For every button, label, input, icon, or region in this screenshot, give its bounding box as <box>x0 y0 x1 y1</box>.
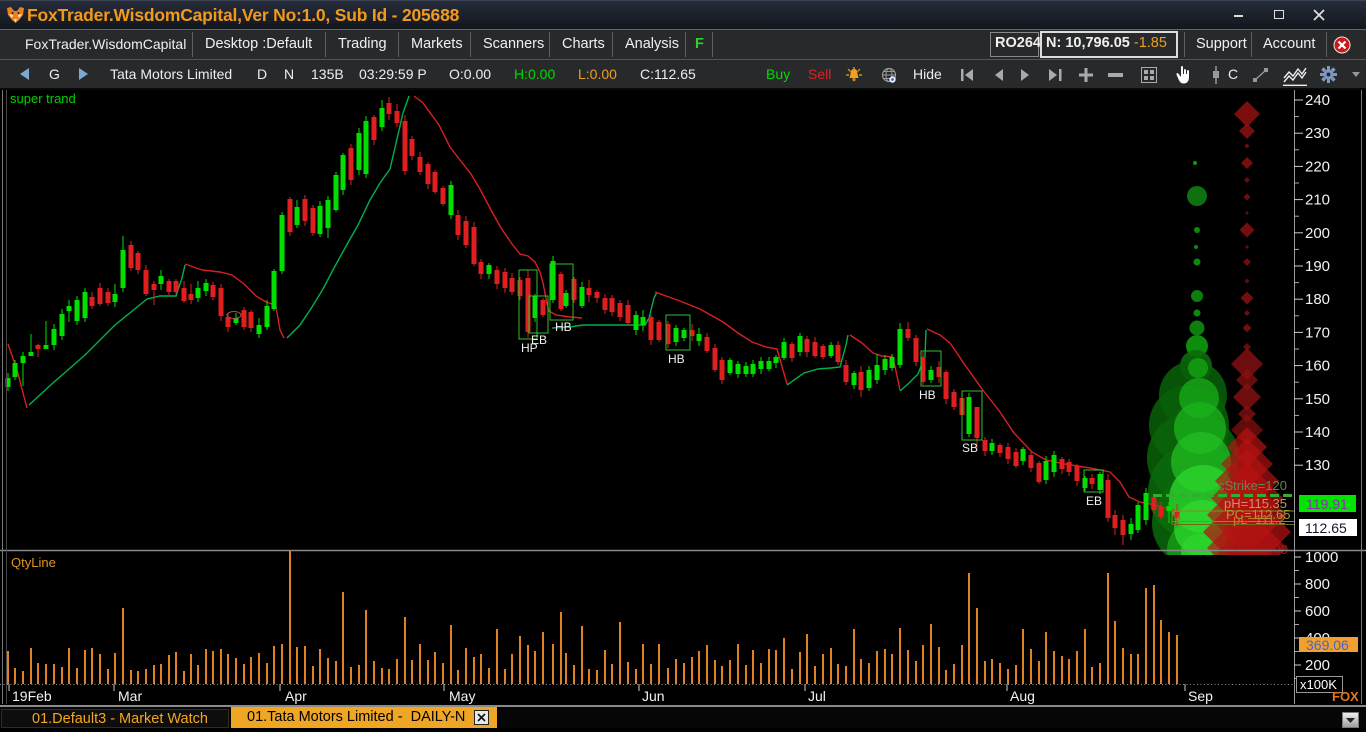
svg-text:super trand: super trand <box>10 91 76 106</box>
svg-text:Apr: Apr <box>285 688 307 704</box>
svg-text:HB: HB <box>919 388 936 402</box>
svg-text:pH=115.35: pH=115.35 <box>1224 496 1287 511</box>
svg-text:369.06: 369.06 <box>1306 637 1349 653</box>
svg-text:QtyLine: QtyLine <box>11 555 56 570</box>
svg-text:Jul: Jul <box>808 688 826 704</box>
svg-text:cStrike=120: cStrike=120 <box>1218 478 1287 493</box>
svg-text:1000: 1000 <box>1305 549 1338 566</box>
svg-text:130: 130 <box>1305 457 1330 474</box>
svg-text:HB: HB <box>555 320 572 334</box>
svg-text:EB: EB <box>531 333 547 347</box>
svg-text:140: 140 <box>1305 424 1330 441</box>
svg-text:230: 230 <box>1305 125 1330 142</box>
svg-text:Mar: Mar <box>118 688 142 704</box>
svg-text:220: 220 <box>1305 158 1330 175</box>
svg-text:FOX: FOX <box>1332 689 1359 704</box>
svg-text:Aug: Aug <box>1010 688 1035 704</box>
svg-text:HB: HB <box>668 352 685 366</box>
svg-text:x100K: x100K <box>1300 677 1337 692</box>
svg-text:240: 240 <box>1305 92 1330 109</box>
svg-text:800: 800 <box>1305 576 1330 593</box>
svg-text:SB: SB <box>962 441 978 455</box>
svg-text:Sep: Sep <box>1188 688 1213 704</box>
svg-text:200: 200 <box>1305 657 1330 674</box>
svg-text:cStrike=100: cStrike=100 <box>1219 542 1288 557</box>
svg-text:180: 180 <box>1305 291 1330 308</box>
svg-text:119.91: 119.91 <box>1306 496 1348 512</box>
svg-text:Jun: Jun <box>642 688 665 704</box>
svg-text:210: 210 <box>1305 192 1330 209</box>
svg-text:112.65: 112.65 <box>1305 520 1347 536</box>
svg-text:160: 160 <box>1305 358 1330 375</box>
svg-text:PC=112.65: PC=112.65 <box>1226 507 1290 522</box>
svg-text:170: 170 <box>1305 324 1330 341</box>
svg-text:May: May <box>449 688 475 704</box>
svg-text:pL=111.2: pL=111.2 <box>1233 512 1286 527</box>
svg-text:19Feb: 19Feb <box>12 688 52 704</box>
svg-text:EB: EB <box>1086 494 1102 508</box>
svg-text:190: 190 <box>1305 258 1330 275</box>
svg-text:200: 200 <box>1305 225 1330 242</box>
svg-text:150: 150 <box>1305 391 1330 408</box>
svg-text:600: 600 <box>1305 603 1330 620</box>
svg-text:HP: HP <box>521 341 538 355</box>
